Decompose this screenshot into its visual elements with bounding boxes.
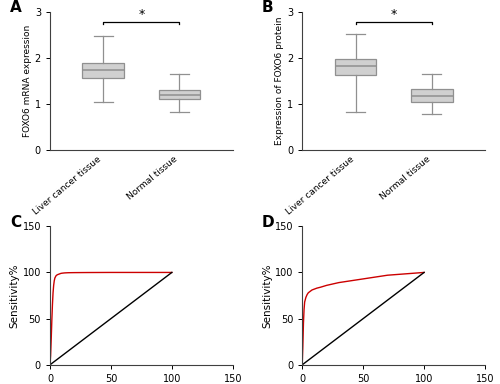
Text: C: C <box>10 215 21 230</box>
Y-axis label: Sensitivity%: Sensitivity% <box>262 263 272 328</box>
Bar <box>410 89 453 102</box>
Text: *: * <box>390 8 396 21</box>
Y-axis label: Expression of FOXO6 protein: Expression of FOXO6 protein <box>275 17 284 145</box>
Text: D: D <box>262 215 274 230</box>
Bar <box>158 90 200 99</box>
Text: A: A <box>10 0 22 15</box>
Bar <box>334 59 376 75</box>
Y-axis label: Sensitivity%: Sensitivity% <box>10 263 20 328</box>
Text: *: * <box>138 8 144 21</box>
Text: B: B <box>262 0 274 15</box>
Y-axis label: FOXO6 mRNA expression: FOXO6 mRNA expression <box>23 25 32 137</box>
Bar <box>82 63 124 78</box>
